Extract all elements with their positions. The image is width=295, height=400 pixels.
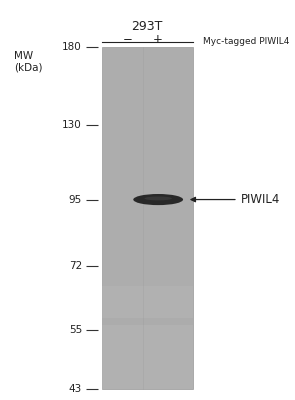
Text: 180: 180 [62,42,82,52]
Text: −: − [122,33,132,46]
Text: 130: 130 [62,120,82,130]
Text: Myc-tagged PIWIL4: Myc-tagged PIWIL4 [203,37,289,46]
Text: 72: 72 [69,261,82,271]
Text: +: + [153,33,163,46]
Text: 95: 95 [69,194,82,204]
Bar [102,318,193,325]
Bar [102,286,193,389]
Text: 43: 43 [69,384,82,394]
Text: 293T: 293T [132,20,163,33]
Text: 55: 55 [69,325,82,335]
Bar [102,47,193,389]
Ellipse shape [133,194,183,205]
Ellipse shape [145,196,172,200]
Text: PIWIL4: PIWIL4 [240,193,280,206]
Text: MW
(kDa): MW (kDa) [14,51,42,73]
